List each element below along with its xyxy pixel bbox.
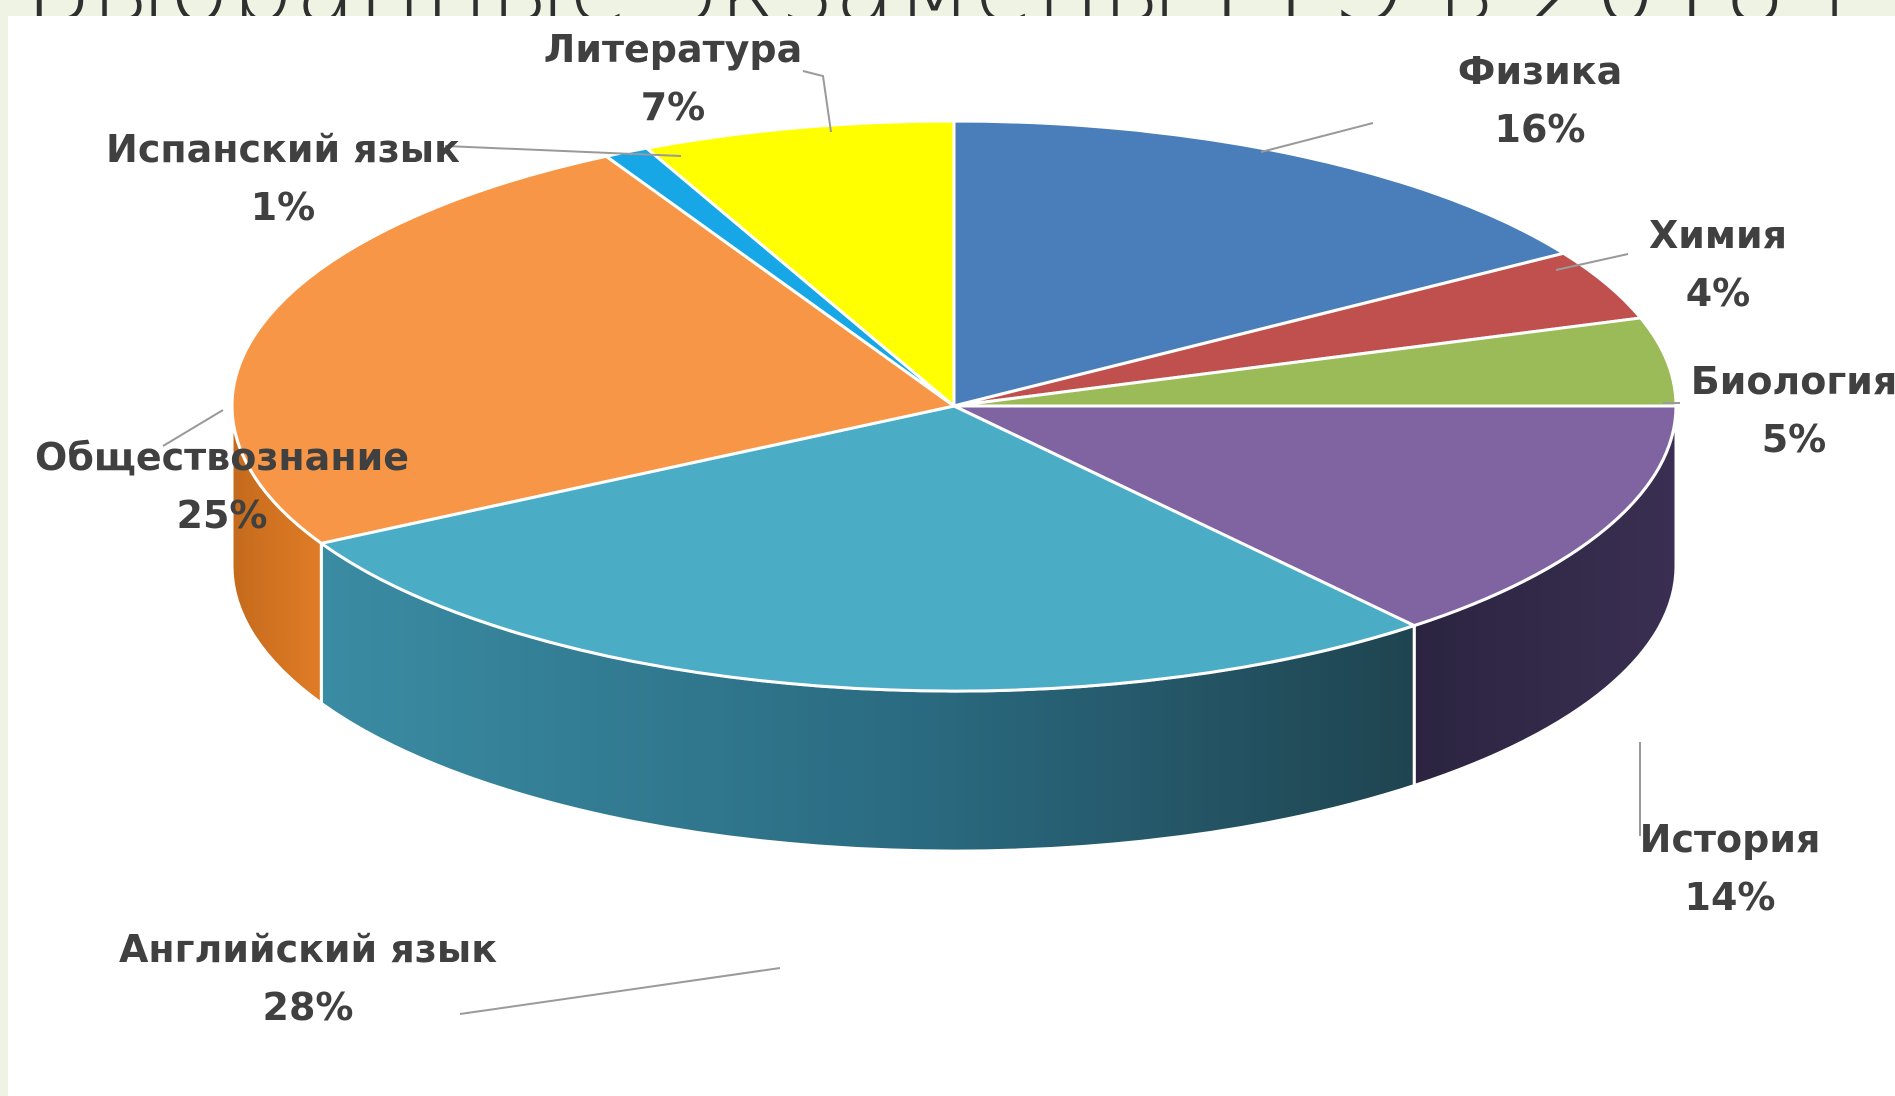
leader-line-английский-язык bbox=[459, 967, 781, 1015]
slice-физика bbox=[952, 119, 1566, 408]
label-value-английский-язык: 28% bbox=[263, 985, 354, 1029]
label-value-история: 14% bbox=[1685, 875, 1776, 919]
leader-line-химия bbox=[1555, 253, 1629, 271]
slice-история bbox=[952, 404, 1678, 628]
pie-sides bbox=[230, 405, 1678, 853]
slice-литература bbox=[645, 119, 956, 408]
label-name-физика: Физика bbox=[1458, 49, 1622, 93]
label-value-обществознание: 25% bbox=[177, 493, 268, 537]
label-name-английский-язык: Английский язык bbox=[119, 927, 497, 971]
label-value-химия: 4% bbox=[1686, 271, 1751, 315]
leader-line-физика bbox=[1260, 122, 1374, 153]
label-value-биология: 5% bbox=[1762, 417, 1827, 461]
pie-chart: Физика 16% Химия 4% Биология 5% История 14% Англ… bbox=[35, 27, 1895, 1029]
label-name-химия: Химия bbox=[1649, 213, 1787, 257]
label-name-биология: Биология bbox=[1691, 359, 1895, 403]
label-value-литература: 7% bbox=[641, 85, 706, 129]
slice-биология bbox=[952, 316, 1678, 408]
leader-line-испанский-язык bbox=[444, 145, 682, 157]
leader-line-обществознание bbox=[162, 409, 224, 447]
label-name-испанский-язык: Испанский язык bbox=[106, 127, 460, 171]
label-name-обществознание: Обществознание bbox=[35, 435, 409, 479]
leader-lines bbox=[162, 70, 1680, 1015]
slice-английский-язык bbox=[319, 404, 1416, 693]
label-name-литература: Литература bbox=[544, 27, 802, 71]
label-value-испанский-язык: 1% bbox=[251, 185, 316, 229]
leader-line-литература bbox=[802, 70, 832, 133]
pie-tops bbox=[230, 119, 1678, 693]
label-name-история: История bbox=[1640, 817, 1821, 861]
label-value-физика: 16% bbox=[1495, 107, 1586, 151]
data-labels: Физика 16% Химия 4% Биология 5% История 14% Англ… bbox=[35, 27, 1895, 1029]
chart-area: Физика 16% Химия 4% Биология 5% История 14% Англ… bbox=[8, 16, 1895, 1096]
slice-обществознание bbox=[230, 154, 956, 545]
